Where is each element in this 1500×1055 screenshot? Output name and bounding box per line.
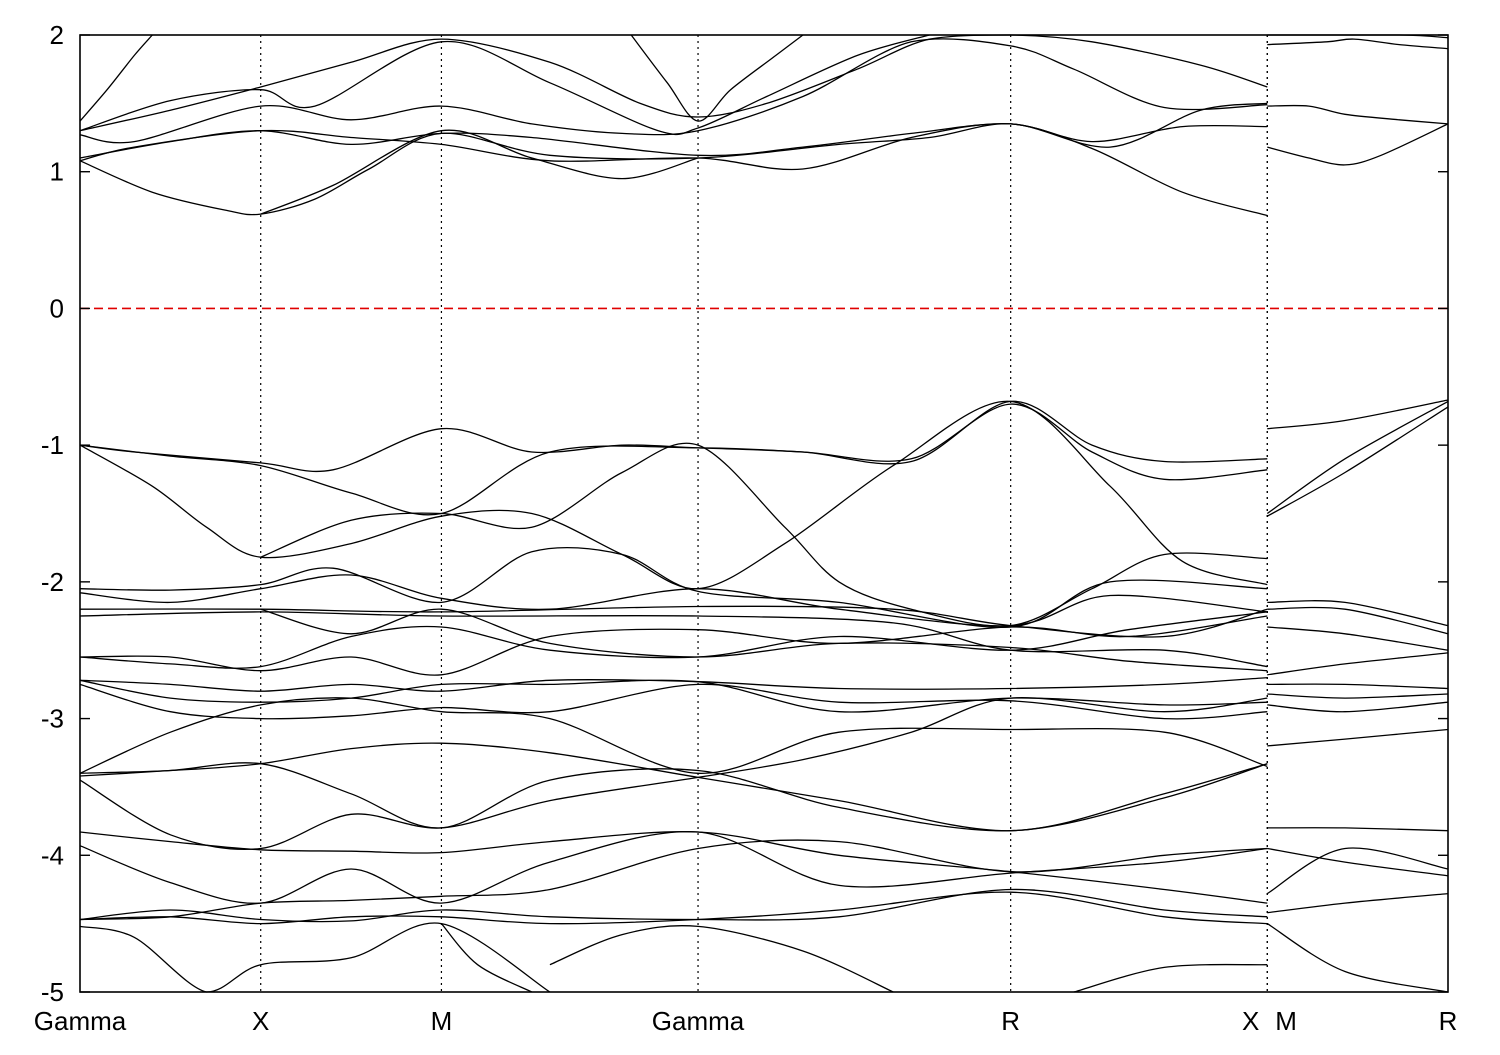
band-line-51 <box>1267 827 1449 832</box>
band-line-54 <box>1267 892 1449 914</box>
plot-frame-group <box>79 34 1449 993</box>
band-line-35 <box>79 891 1268 925</box>
band-line-33 <box>79 839 1268 921</box>
band-line-37 <box>440 923 533 993</box>
plot-frame <box>79 34 1449 993</box>
x-tick-label-5: X <box>1242 1006 1259 1036</box>
y-tick-label-0: -5 <box>41 977 64 1007</box>
band-line-52 <box>1266 847 1449 895</box>
band-line-9 <box>1267 38 1449 50</box>
band-line-23 <box>79 615 1268 676</box>
band-line-45 <box>1267 626 1449 651</box>
band-line-5 <box>79 102 1268 171</box>
y-tick-label-7: 2 <box>50 20 64 50</box>
band-line-27 <box>79 697 1268 774</box>
x-tick-label-2: M <box>431 1006 453 1036</box>
band-line-39 <box>1073 963 1268 993</box>
band-line-19 <box>79 605 1268 638</box>
y-tick-label-5: 0 <box>50 293 64 323</box>
band-line-0 <box>79 34 153 122</box>
band-line-38 <box>549 925 894 993</box>
band-line-48 <box>1267 693 1449 699</box>
y-tick-label-1: -4 <box>41 840 64 870</box>
x-tick-label-1: X <box>252 1006 269 1036</box>
band-line-49 <box>1267 701 1449 713</box>
band-line-44 <box>1267 606 1449 635</box>
bands-group <box>79 34 1449 993</box>
band-line-22 <box>79 611 1268 669</box>
y-axis: -5 -4 -3 -2 -1 0 1 2 <box>41 20 1448 1007</box>
y-tick-label-4: -1 <box>41 430 64 460</box>
band-line-41 <box>1266 400 1449 515</box>
band-line-18 <box>79 574 1268 627</box>
band-line-32 <box>79 830 1268 904</box>
band-line-8 <box>630 34 804 122</box>
band-line-4 <box>79 123 1268 159</box>
band-line-3 <box>79 38 1268 144</box>
y-tick-label-2: -3 <box>41 704 64 734</box>
x-axis: Gamma X M Gamma R X M R <box>34 1006 1458 1036</box>
x-tick-label-3: Gamma <box>652 1006 745 1036</box>
band-line-7 <box>260 129 699 215</box>
band-line-2 <box>79 34 930 136</box>
band-line-36 <box>79 922 551 993</box>
band-line-13 <box>79 400 1268 473</box>
band-line-28 <box>79 742 1268 832</box>
x-tick-label-4: R <box>1001 1006 1020 1036</box>
band-line-25 <box>79 679 1268 713</box>
band-line-40 <box>1267 399 1449 430</box>
band-line-47 <box>1267 683 1449 690</box>
band-line-6 <box>79 123 1268 217</box>
y-tick-label-3: -2 <box>41 567 64 597</box>
band-line-17 <box>79 546 1268 628</box>
band-line-10 <box>1267 104 1449 125</box>
band-line-43 <box>1267 600 1449 627</box>
y-tick-label-6: 1 <box>50 157 64 187</box>
band-line-14 <box>79 403 1268 516</box>
band-line-11 <box>1267 123 1449 166</box>
band-line-15 <box>79 400 1268 590</box>
band-line-42 <box>1266 406 1449 517</box>
band-line-46 <box>1267 652 1449 676</box>
band-line-31 <box>79 831 1268 904</box>
band-line-30 <box>79 697 1268 851</box>
band-line-24 <box>79 676 1268 692</box>
band-line-50 <box>1267 728 1449 747</box>
band-line-20 <box>79 611 1268 668</box>
band-line-1 <box>79 34 1268 132</box>
x-tick-label-7: R <box>1439 1006 1458 1036</box>
x-tick-label-6: M <box>1275 1006 1297 1036</box>
band-line-53 <box>1267 847 1449 877</box>
band-line-26 <box>79 683 1268 720</box>
x-tick-label-0: Gamma <box>34 1006 127 1036</box>
band-line-55 <box>1266 923 1449 993</box>
band-line-34 <box>79 888 1268 923</box>
band-line-21 <box>260 608 1268 672</box>
band-line-29 <box>79 762 1268 832</box>
band-line-16 <box>260 442 1268 627</box>
